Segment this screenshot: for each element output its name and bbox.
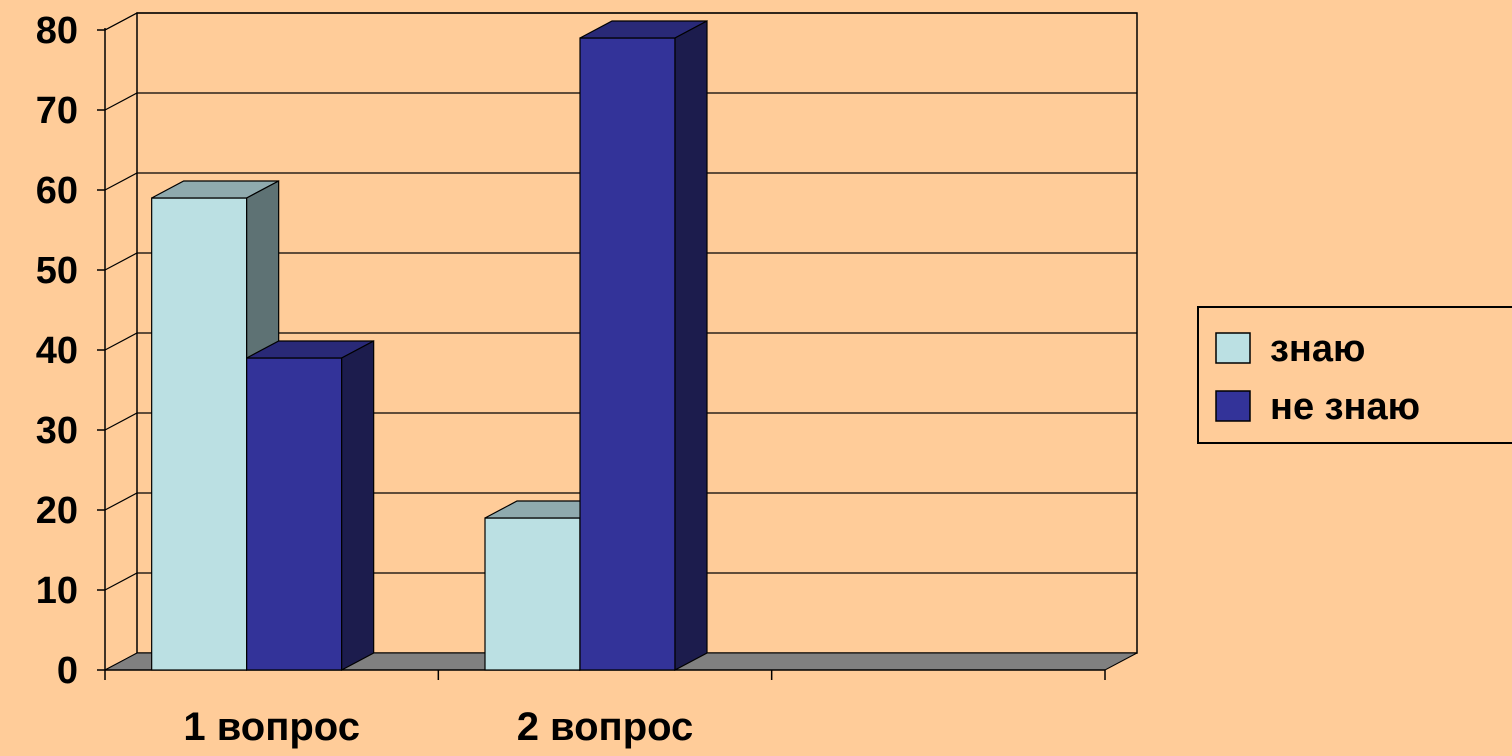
bar-front xyxy=(580,38,675,670)
legend-label: знаю xyxy=(1270,328,1365,370)
bar-side xyxy=(342,341,374,670)
bar xyxy=(247,341,374,670)
y-tick-label: 20 xyxy=(36,490,78,532)
bar-front xyxy=(247,358,342,670)
bar-front xyxy=(152,198,247,670)
y-tick-label: 40 xyxy=(36,330,78,372)
y-tick-label: 10 xyxy=(36,570,78,612)
legend-swatch xyxy=(1216,391,1250,421)
legend-label: не знаю xyxy=(1270,386,1420,428)
bar-side xyxy=(675,21,707,670)
y-tick-label: 60 xyxy=(36,170,78,212)
y-tick-label: 0 xyxy=(57,650,78,692)
y-tick-label: 70 xyxy=(36,90,78,132)
legend-swatch xyxy=(1216,333,1250,363)
x-tick-labels: 1 вопрос 2 вопрос xyxy=(183,705,693,749)
y-tick-label: 80 xyxy=(36,10,78,52)
y-tick-label: 30 xyxy=(36,410,78,452)
bar-front xyxy=(485,518,580,670)
x-tick-label: 2 вопрос xyxy=(517,705,694,749)
y-tick-labels: 0 10 20 30 40 50 60 70 80 xyxy=(36,10,78,692)
y-tick-label: 50 xyxy=(36,250,78,292)
x-tick-label: 1 вопрос xyxy=(183,705,360,749)
legend: знаю не знаю xyxy=(1198,307,1512,443)
bar xyxy=(580,21,707,670)
